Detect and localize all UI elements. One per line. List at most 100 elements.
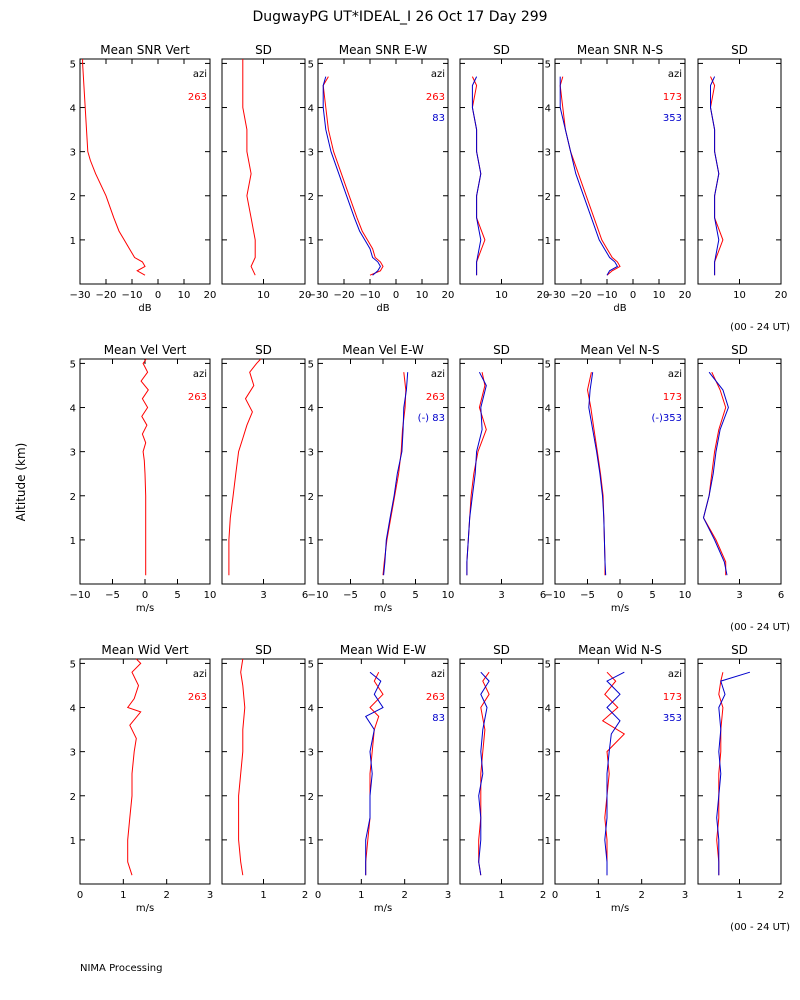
series-line-83 [478,671,490,876]
panel-title: Mean SNR E-W [339,43,428,57]
y-tick-label: 1 [70,536,76,547]
panel-title: SD [731,343,748,357]
x-tick-label: 2 [302,890,308,901]
x-tick-label: 2 [163,890,169,901]
series-line-83 [471,76,482,276]
x-tick-label: 2 [540,890,546,901]
panel-title: SD [255,343,272,357]
legend-entry: 263 [426,692,445,703]
panel-snr-ns: Mean SNR N-S −30 −20 −10 0 10 20 dB 1 2 3 4 5 azi 173 3… [544,43,691,314]
x-tick-label: 10 [653,290,666,301]
series-line-353 [710,76,720,276]
y-tick-label: 1 [545,836,551,847]
series-line-263 [82,59,146,276]
x-tick-label: −30 [69,290,90,301]
x-axis-label: m/s [611,603,629,614]
y-tick-label: 4 [545,704,551,715]
series-line-173 [559,76,621,276]
panel-frame [79,58,211,285]
x-tick-label: 10 [442,590,455,601]
series-line-83 [466,371,487,576]
panel-title: Mean Wid N-S [578,643,662,657]
legend-entry: 263 [426,92,445,103]
x-axis-label: m/s [136,903,154,914]
x-tick-label: −20 [333,290,354,301]
legend-entry: 83 [432,113,445,124]
x-axis-label: dB [613,303,626,314]
panel-vel-vert: Mean Vel Vert −10 −5 0 5 10 m/s 1 2 3 4 5 azi 263 [69,343,216,614]
x-tick-label: 3 [736,590,742,601]
panel-snr-vert: Mean SNR Vert −30 −20 −10 0 10 20 dB 1 2 3 4 5 azi 263 [69,43,216,314]
series-line-263 [126,658,142,876]
series-line-173 [702,371,727,576]
series-line-263 [140,358,149,576]
panel-title: Mean SNR N-S [577,43,663,57]
time-range-row2: (00 - 24 UT) [730,622,790,633]
y-tick-label: 3 [545,448,551,459]
panel-vel-vert-sd: SD 3 6 [221,343,308,601]
panel-vel-ns: Mean Vel N-S −10 −5 0 5 10 m/s 1 2 3 4 5 azi 173 (-)35… [544,343,691,614]
y-tick-label: 5 [308,659,314,670]
y-tick-label: 2 [545,792,551,803]
x-tick-label: 0 [617,590,623,601]
series-line-353 [588,372,607,576]
x-tick-label: 20 [775,290,788,301]
x-tick-label: −10 [307,590,328,601]
legend-entry: 263 [188,392,207,403]
y-tick-label: 5 [545,659,551,670]
x-tick-label: 1 [120,890,126,901]
y-tick-label: 4 [545,104,551,115]
panel-frame [697,658,782,885]
panel-vel-ns-sd: SD 3 6 [697,343,784,601]
altitude-axis-label: Altitude (km) [14,443,28,522]
panel-wid-ew-sd: SD 1 2 [459,643,546,901]
y-tick-label: 3 [308,448,314,459]
x-tick-label: 10 [495,290,508,301]
y-tick-label: 4 [308,104,314,115]
panel-title: SD [255,43,272,57]
panel-title: SD [493,343,510,357]
legend-header: azi [193,69,207,80]
series-line-263 [322,76,384,276]
y-tick-label: 2 [70,792,76,803]
x-tick-label: 6 [778,590,784,601]
x-tick-label: 10 [204,590,217,601]
panel-title: SD [493,643,510,657]
x-tick-label: 1 [595,890,601,901]
x-tick-label: 20 [299,290,312,301]
x-tick-label: −20 [570,290,591,301]
x-tick-label: −10 [544,590,565,601]
series-line-353 [716,671,751,876]
x-tick-label: −10 [359,290,380,301]
series-line-173 [716,672,724,876]
x-tick-label: 6 [302,590,308,601]
x-tick-label: 2 [401,890,407,901]
legend-header: azi [193,669,207,680]
x-tick-label: 1 [736,890,742,901]
panel-frame [697,358,782,585]
series-line-353 [604,671,625,876]
panel-snr-vert-sd: SD 10 20 [221,43,312,301]
x-tick-label: 20 [204,290,217,301]
legend-entry: 173 [663,392,682,403]
x-axis-label: m/s [374,903,392,914]
x-tick-label: 1 [260,890,266,901]
panel-snr-ew: Mean SNR E-W −30 −20 −10 0 10 20 dB 1 2 3 4 5 azi 263 8… [307,43,454,314]
x-tick-label: −30 [544,290,565,301]
series-line-263 [466,372,487,576]
x-tick-label: 10 [416,290,429,301]
legend-header: azi [431,669,445,680]
y-tick-label: 5 [545,59,551,70]
panel-title: SD [731,643,748,657]
x-tick-label: 3 [682,890,688,901]
x-axis-label: dB [376,303,389,314]
x-tick-label: −5 [343,590,358,601]
x-tick-label: 1 [498,890,504,901]
panel-frame [459,358,544,585]
y-tick-label: 5 [70,59,76,70]
panel-wid-vert-sd: SD 1 2 [221,643,308,901]
y-tick-label: 2 [545,492,551,503]
x-tick-label: 3 [498,590,504,601]
y-tick-label: 2 [70,492,76,503]
